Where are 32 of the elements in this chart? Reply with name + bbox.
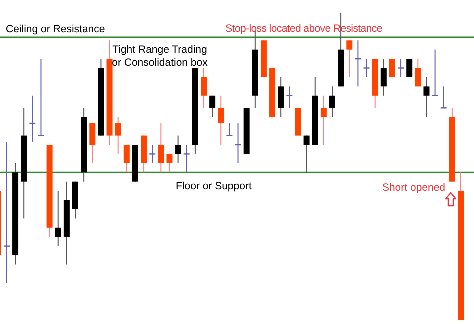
candlestick (346, 40, 353, 78)
candlestick (149, 144, 156, 164)
candlestick (166, 154, 173, 174)
candlestick (440, 86, 448, 109)
candlestick (389, 58, 396, 78)
candlestick (218, 95, 224, 146)
candlestick (124, 144, 130, 174)
candlestick (226, 123, 234, 136)
candlestick (158, 123, 164, 174)
candlestick (210, 95, 216, 118)
candlestick (424, 76, 430, 118)
ref-line-label: Floor or Support (176, 180, 252, 193)
candlestick (363, 58, 370, 78)
candlestick (320, 95, 327, 146)
candlestick (3, 141, 11, 284)
candlestick (175, 135, 182, 164)
candlestick (115, 116, 122, 155)
candlestick (38, 58, 45, 136)
annotation: Short opened (382, 182, 446, 194)
candlestick (415, 58, 422, 88)
candlestick (183, 144, 190, 174)
candlestick (90, 123, 96, 164)
ref-line-label: Ceiling or Resistance (6, 24, 106, 36)
candlestick (304, 135, 310, 174)
candlestick (330, 86, 336, 118)
candlestick (406, 58, 413, 78)
candlestick (278, 76, 284, 118)
candlestick (201, 68, 207, 109)
candlestick (397, 58, 405, 78)
annotation: Tight Range Trading or Consolidation box (112, 44, 209, 69)
candlestick (380, 58, 387, 96)
candlestick (55, 190, 62, 247)
